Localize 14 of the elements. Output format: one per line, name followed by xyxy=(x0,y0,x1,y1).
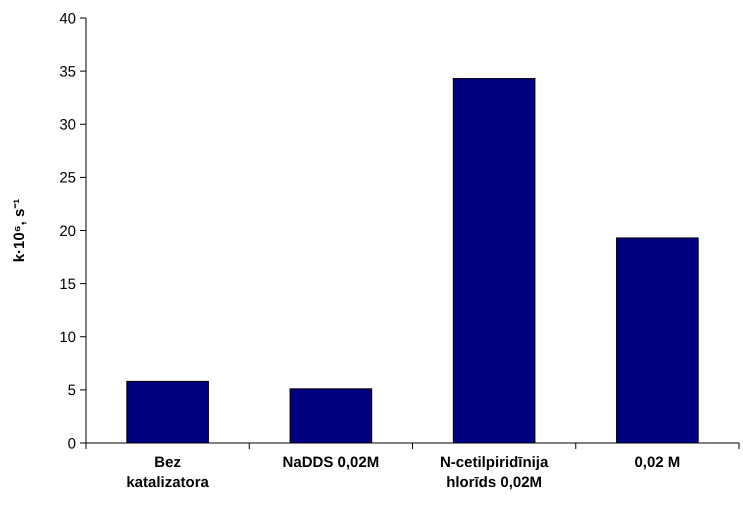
y-tick-label: 35 xyxy=(59,63,76,80)
y-tick-label: 40 xyxy=(59,10,76,28)
y-tick-label: 30 xyxy=(59,116,76,134)
x-tick-label: NaDDS 0,02M xyxy=(282,454,380,471)
y-axis-title: k·10⁶, s⁻¹ xyxy=(11,198,28,262)
x-tick-label: 0,02 M xyxy=(634,454,680,471)
y-tick-label: 10 xyxy=(59,329,76,346)
x-tick-label: N-cetilpiridīnija hlorīds 0,02M xyxy=(440,454,549,491)
y-tick-label: 25 xyxy=(59,170,76,187)
y-tick-label: 20 xyxy=(59,222,76,240)
y-tick-label: 5 xyxy=(68,382,76,400)
x-tick-label: Bez katalizatora xyxy=(126,454,210,491)
y-tick-label: 0 xyxy=(68,435,76,452)
y-tick-label: 15 xyxy=(59,276,76,293)
